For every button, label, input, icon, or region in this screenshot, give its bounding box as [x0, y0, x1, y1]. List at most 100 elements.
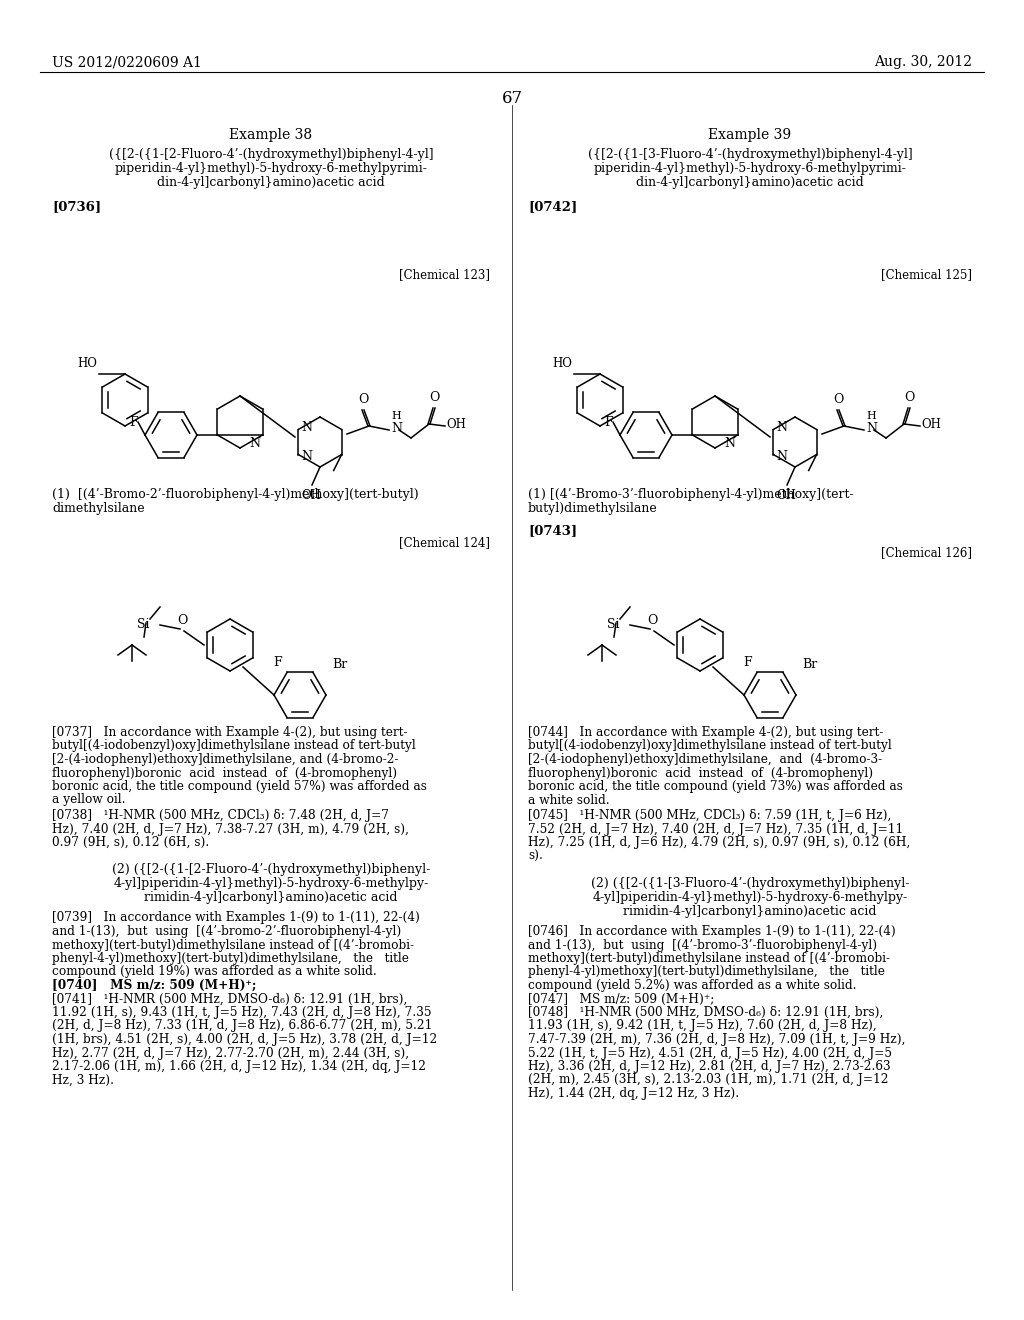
Text: (2) ({[2-({1-[2-Fluoro-4’-(hydroxymethyl)biphenyl-: (2) ({[2-({1-[2-Fluoro-4’-(hydroxymethyl… [112, 863, 430, 876]
Text: and 1-(13),  but  using  [(4’-bromo-2’-fluorobiphenyl-4-yl): and 1-(13), but using [(4’-bromo-2’-fluo… [52, 925, 401, 939]
Text: [Chemical 123]: [Chemical 123] [399, 268, 490, 281]
Text: O: O [647, 614, 657, 627]
Text: piperidin-4-yl}methyl)-5-hydroxy-6-methylpyrimi-: piperidin-4-yl}methyl)-5-hydroxy-6-methy… [115, 162, 427, 176]
Text: methoxy](tert-butyl)dimethylsilane instead of [(4’-bromobi-: methoxy](tert-butyl)dimethylsilane inste… [528, 952, 890, 965]
Text: OH: OH [446, 418, 466, 432]
Text: 7.47-7.39 (2H, m), 7.36 (2H, d, J=8 Hz), 7.09 (1H, t, J=9 Hz),: 7.47-7.39 (2H, m), 7.36 (2H, d, J=8 Hz),… [528, 1034, 905, 1045]
Text: 11.92 (1H, s), 9.43 (1H, t, J=5 Hz), 7.43 (2H, d, J=8 Hz), 7.35: 11.92 (1H, s), 9.43 (1H, t, J=5 Hz), 7.4… [52, 1006, 431, 1019]
Text: 4-yl]piperidin-4-yl}methyl)-5-hydroxy-6-methylpy-: 4-yl]piperidin-4-yl}methyl)-5-hydroxy-6-… [592, 891, 907, 904]
Text: [0743]: [0743] [528, 524, 578, 537]
Text: fluorophenyl)boronic  acid  instead  of  (4-bromophenyl): fluorophenyl)boronic acid instead of (4-… [528, 767, 873, 780]
Text: 0.97 (9H, s), 0.12 (6H, s).: 0.97 (9H, s), 0.12 (6H, s). [52, 836, 209, 849]
Text: N: N [776, 421, 787, 434]
Text: 4-yl]piperidin-4-yl}methyl)-5-hydroxy-6-methylpy-: 4-yl]piperidin-4-yl}methyl)-5-hydroxy-6-… [114, 878, 429, 891]
Text: N: N [776, 450, 787, 463]
Text: F: F [743, 656, 752, 669]
Text: F: F [273, 656, 282, 669]
Text: boronic acid, the title compound (yield 73%) was afforded as: boronic acid, the title compound (yield … [528, 780, 903, 793]
Text: butyl[(4-iodobenzyl)oxy]dimethylsilane instead of tert-butyl: butyl[(4-iodobenzyl)oxy]dimethylsilane i… [528, 739, 892, 752]
Text: Si: Si [607, 619, 620, 631]
Text: 2.17-2.06 (1H, m), 1.66 (2H, d, J=12 Hz), 1.34 (2H, dq, J=12: 2.17-2.06 (1H, m), 1.66 (2H, d, J=12 Hz)… [52, 1060, 426, 1073]
Text: [0736]: [0736] [52, 201, 101, 213]
Text: (2H, d, J=8 Hz), 7.33 (1H, d, J=8 Hz), 6.86-6.77 (2H, m), 5.21: (2H, d, J=8 Hz), 7.33 (1H, d, J=8 Hz), 6… [52, 1019, 432, 1032]
Text: [2-(4-iodophenyl)ethoxy]dimethylsilane, and (4-bromo-2-: [2-(4-iodophenyl)ethoxy]dimethylsilane, … [52, 752, 398, 766]
Text: compound (yield 5.2%) was afforded as a white solid.: compound (yield 5.2%) was afforded as a … [528, 979, 856, 993]
Text: N: N [301, 450, 312, 463]
Text: O: O [177, 614, 187, 627]
Text: phenyl-4-yl)methoxy](tert-butyl)dimethylsilane,   the   title: phenyl-4-yl)methoxy](tert-butyl)dimethyl… [528, 965, 885, 978]
Text: (1) [(4’-Bromo-3’-fluorobiphenyl-4-yl)methoxy](tert-: (1) [(4’-Bromo-3’-fluorobiphenyl-4-yl)me… [528, 488, 854, 502]
Text: dimethylsilane: dimethylsilane [52, 502, 144, 515]
Text: butyl)dimethylsilane: butyl)dimethylsilane [528, 502, 657, 515]
Text: [0744]   In accordance with Example 4-(2), but using tert-: [0744] In accordance with Example 4-(2),… [528, 726, 884, 739]
Text: a yellow oil.: a yellow oil. [52, 793, 126, 807]
Text: Example 39: Example 39 [709, 128, 792, 143]
Text: [0740]   MS m/z: 509 (M+H)⁺;: [0740] MS m/z: 509 (M+H)⁺; [52, 979, 256, 993]
Text: 7.52 (2H, d, J=7 Hz), 7.40 (2H, d, J=7 Hz), 7.35 (1H, d, J=11: 7.52 (2H, d, J=7 Hz), 7.40 (2H, d, J=7 H… [528, 822, 903, 836]
Text: N: N [725, 437, 735, 450]
Text: Hz), 2.77 (2H, d, J=7 Hz), 2.77-2.70 (2H, m), 2.44 (3H, s),: Hz), 2.77 (2H, d, J=7 Hz), 2.77-2.70 (2H… [52, 1047, 410, 1060]
Text: O: O [429, 391, 439, 404]
Text: 11.93 (1H, s), 9.42 (1H, t, J=5 Hz), 7.60 (2H, d, J=8 Hz),: 11.93 (1H, s), 9.42 (1H, t, J=5 Hz), 7.6… [528, 1019, 877, 1032]
Text: N: N [866, 421, 877, 434]
Text: [0747]   MS m/z: 509 (M+H)⁺;: [0747] MS m/z: 509 (M+H)⁺; [528, 993, 715, 1006]
Text: (2) ({[2-({1-[3-Fluoro-4’-(hydroxymethyl)biphenyl-: (2) ({[2-({1-[3-Fluoro-4’-(hydroxymethyl… [591, 876, 909, 890]
Text: (1H, brs), 4.51 (2H, s), 4.00 (2H, d, J=5 Hz), 3.78 (2H, d, J=12: (1H, brs), 4.51 (2H, s), 4.00 (2H, d, J=… [52, 1034, 437, 1045]
Text: (1)  [(4’-Bromo-2’-fluorobiphenyl-4-yl)methoxy](tert-butyl): (1) [(4’-Bromo-2’-fluorobiphenyl-4-yl)me… [52, 488, 419, 502]
Text: rimidin-4-yl]carbonyl}amino)acetic acid: rimidin-4-yl]carbonyl}amino)acetic acid [624, 906, 877, 917]
Text: phenyl-4-yl)methoxy](tert-butyl)dimethylsilane,   the   title: phenyl-4-yl)methoxy](tert-butyl)dimethyl… [52, 952, 409, 965]
Text: H: H [391, 411, 400, 421]
Text: compound (yield 19%) was afforded as a white solid.: compound (yield 19%) was afforded as a w… [52, 965, 377, 978]
Text: Hz), 3.36 (2H, d, J=12 Hz), 2.81 (2H, d, J=7 Hz), 2.73-2.63: Hz), 3.36 (2H, d, J=12 Hz), 2.81 (2H, d,… [528, 1060, 891, 1073]
Text: Hz), 1.44 (2H, dq, J=12 Hz, 3 Hz).: Hz), 1.44 (2H, dq, J=12 Hz, 3 Hz). [528, 1086, 739, 1100]
Text: (2H, m), 2.45 (3H, s), 2.13-2.03 (1H, m), 1.71 (2H, d, J=12: (2H, m), 2.45 (3H, s), 2.13-2.03 (1H, m)… [528, 1073, 889, 1086]
Text: din-4-yl]carbonyl}amino)acetic acid: din-4-yl]carbonyl}amino)acetic acid [157, 176, 385, 189]
Text: and 1-(13),  but  using  [(4’-bromo-3’-fluorobiphenyl-4-yl): and 1-(13), but using [(4’-bromo-3’-fluo… [528, 939, 878, 952]
Text: F: F [605, 417, 613, 429]
Text: [Chemical 126]: [Chemical 126] [881, 546, 972, 558]
Text: din-4-yl]carbonyl}amino)acetic acid: din-4-yl]carbonyl}amino)acetic acid [636, 176, 864, 189]
Text: [0737]   In accordance with Example 4-(2), but using tert-: [0737] In accordance with Example 4-(2),… [52, 726, 408, 739]
Text: N: N [391, 421, 402, 434]
Text: OH: OH [921, 418, 941, 432]
Text: Example 38: Example 38 [229, 128, 312, 143]
Text: boronic acid, the title compound (yield 57%) was afforded as: boronic acid, the title compound (yield … [52, 780, 427, 793]
Text: a white solid.: a white solid. [528, 793, 609, 807]
Text: [0746]   In accordance with Examples 1-(9) to 1-(11), 22-(4): [0746] In accordance with Examples 1-(9)… [528, 925, 896, 939]
Text: Hz), 7.40 (2H, d, J=7 Hz), 7.38-7.27 (3H, m), 4.79 (2H, s),: Hz), 7.40 (2H, d, J=7 Hz), 7.38-7.27 (3H… [52, 822, 409, 836]
Text: OH: OH [776, 488, 796, 502]
Text: [Chemical 125]: [Chemical 125] [881, 268, 972, 281]
Text: [0748]   ¹H-NMR (500 MHz, DMSO-d₆) δ: 12.91 (1H, brs),: [0748] ¹H-NMR (500 MHz, DMSO-d₆) δ: 12.9… [528, 1006, 884, 1019]
Text: 67: 67 [502, 90, 522, 107]
Text: Br: Br [802, 659, 817, 672]
Text: OH: OH [301, 488, 321, 502]
Text: [0745]   ¹H-NMR (500 MHz, CDCl₃) δ: 7.59 (1H, t, J=6 Hz),: [0745] ¹H-NMR (500 MHz, CDCl₃) δ: 7.59 (… [528, 809, 891, 822]
Text: [2-(4-iodophenyl)ethoxy]dimethylsilane,  and  (4-bromo-3-: [2-(4-iodophenyl)ethoxy]dimethylsilane, … [528, 752, 882, 766]
Text: US 2012/0220609 A1: US 2012/0220609 A1 [52, 55, 202, 69]
Text: O: O [904, 391, 914, 404]
Text: HO: HO [552, 356, 572, 370]
Text: Br: Br [332, 659, 347, 672]
Text: [0741]   ¹H-NMR (500 MHz, DMSO-d₆) δ: 12.91 (1H, brs),: [0741] ¹H-NMR (500 MHz, DMSO-d₆) δ: 12.9… [52, 993, 408, 1006]
Text: methoxy](tert-butyl)dimethylsilane instead of [(4’-bromobi-: methoxy](tert-butyl)dimethylsilane inste… [52, 939, 414, 952]
Text: s).: s). [528, 850, 543, 862]
Text: 5.22 (1H, t, J=5 Hz), 4.51 (2H, d, J=5 Hz), 4.00 (2H, d, J=5: 5.22 (1H, t, J=5 Hz), 4.51 (2H, d, J=5 H… [528, 1047, 892, 1060]
Text: rimidin-4-yl]carbonyl}amino)acetic acid: rimidin-4-yl]carbonyl}amino)acetic acid [144, 891, 397, 904]
Text: N: N [301, 421, 312, 434]
Text: Hz, 3 Hz).: Hz, 3 Hz). [52, 1073, 114, 1086]
Text: ({[2-({1-[2-Fluoro-4’-(hydroxymethyl)biphenyl-4-yl]: ({[2-({1-[2-Fluoro-4’-(hydroxymethyl)bip… [109, 148, 433, 161]
Text: H: H [866, 411, 876, 421]
Text: Aug. 30, 2012: Aug. 30, 2012 [874, 55, 972, 69]
Text: [0738]   ¹H-NMR (500 MHz, CDCl₃) δ: 7.48 (2H, d, J=7: [0738] ¹H-NMR (500 MHz, CDCl₃) δ: 7.48 (… [52, 809, 389, 822]
Text: [0742]: [0742] [528, 201, 578, 213]
Text: O: O [357, 393, 369, 407]
Text: HO: HO [77, 356, 97, 370]
Text: O: O [833, 393, 843, 407]
Text: piperidin-4-yl}methyl)-5-hydroxy-6-methylpyrimi-: piperidin-4-yl}methyl)-5-hydroxy-6-methy… [594, 162, 906, 176]
Text: N: N [250, 437, 260, 450]
Text: Hz), 7.25 (1H, d, J=6 Hz), 4.79 (2H, s), 0.97 (9H, s), 0.12 (6H,: Hz), 7.25 (1H, d, J=6 Hz), 4.79 (2H, s),… [528, 836, 910, 849]
Text: [0739]   In accordance with Examples 1-(9) to 1-(11), 22-(4): [0739] In accordance with Examples 1-(9)… [52, 912, 420, 924]
Text: F: F [130, 417, 138, 429]
Text: butyl[(4-iodobenzyl)oxy]dimethylsilane instead of tert-butyl: butyl[(4-iodobenzyl)oxy]dimethylsilane i… [52, 739, 416, 752]
Text: [Chemical 124]: [Chemical 124] [399, 536, 490, 549]
